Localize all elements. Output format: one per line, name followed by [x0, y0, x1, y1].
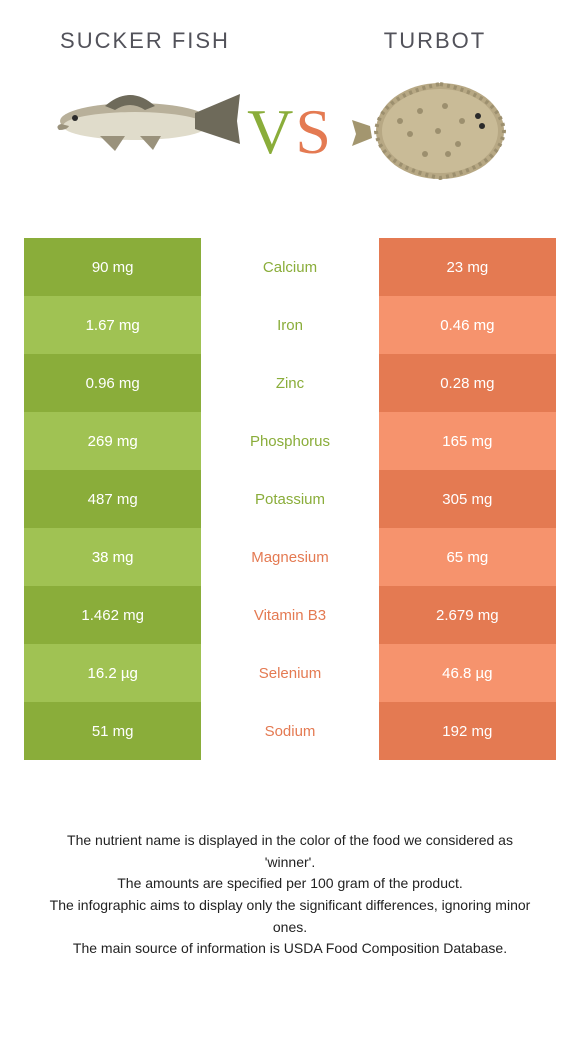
footnote-line: The infographic aims to display only the… — [40, 895, 540, 938]
footnote-line: The main source of information is USDA F… — [40, 938, 540, 960]
table-row: 269 mgPhosphorus165 mg — [24, 412, 556, 470]
left-value: 90 mg — [24, 238, 201, 296]
left-value: 1.462 mg — [24, 586, 201, 644]
table-row: 1.67 mgIron0.46 mg — [24, 296, 556, 354]
comparison-header: Sucker fish VS Turbot — [0, 0, 580, 220]
right-value: 46.8 µg — [379, 644, 556, 702]
nutrient-label: Iron — [201, 296, 378, 354]
footnote-line: The nutrient name is displayed in the co… — [40, 830, 540, 873]
nutrient-label: Phosphorus — [201, 412, 378, 470]
vs-label: VS — [247, 95, 333, 169]
nutrient-label: Calcium — [201, 238, 378, 296]
table-row: 0.96 mgZinc0.28 mg — [24, 354, 556, 412]
vs-s: S — [295, 96, 333, 167]
nutrient-label: Sodium — [201, 702, 378, 760]
right-value: 2.679 mg — [379, 586, 556, 644]
sucker-fish-icon — [45, 76, 245, 156]
nutrient-label: Zinc — [201, 354, 378, 412]
left-value: 51 mg — [24, 702, 201, 760]
right-value: 165 mg — [379, 412, 556, 470]
left-value: 16.2 µg — [24, 644, 201, 702]
footnotes: The nutrient name is displayed in the co… — [40, 830, 540, 960]
vs-v: V — [247, 96, 295, 167]
table-row: 487 mgPotassium305 mg — [24, 470, 556, 528]
table-row: 90 mgCalcium23 mg — [24, 238, 556, 296]
right-value: 192 mg — [379, 702, 556, 760]
table-row: 51 mgSodium192 mg — [24, 702, 556, 760]
right-value: 65 mg — [379, 528, 556, 586]
turbot-icon — [350, 76, 520, 186]
right-value: 305 mg — [379, 470, 556, 528]
nutrient-label: Magnesium — [201, 528, 378, 586]
footnote-line: The amounts are specified per 100 gram o… — [40, 873, 540, 895]
left-food-column: Sucker fish — [40, 28, 250, 156]
left-value: 269 mg — [24, 412, 201, 470]
left-food-title: Sucker fish — [60, 28, 230, 54]
right-food-column: Turbot — [330, 28, 540, 186]
nutrient-label: Potassium — [201, 470, 378, 528]
right-food-title: Turbot — [384, 28, 486, 54]
left-value: 38 mg — [24, 528, 201, 586]
right-value: 23 mg — [379, 238, 556, 296]
nutrient-label: Vitamin B3 — [201, 586, 378, 644]
table-row: 38 mgMagnesium65 mg — [24, 528, 556, 586]
table-row: 1.462 mgVitamin B32.679 mg — [24, 586, 556, 644]
right-value: 0.46 mg — [379, 296, 556, 354]
left-value: 0.96 mg — [24, 354, 201, 412]
table-row: 16.2 µgSelenium46.8 µg — [24, 644, 556, 702]
left-value: 487 mg — [24, 470, 201, 528]
right-value: 0.28 mg — [379, 354, 556, 412]
left-value: 1.67 mg — [24, 296, 201, 354]
nutrient-comparison-table: 90 mgCalcium23 mg1.67 mgIron0.46 mg0.96 … — [24, 238, 556, 760]
nutrient-label: Selenium — [201, 644, 378, 702]
